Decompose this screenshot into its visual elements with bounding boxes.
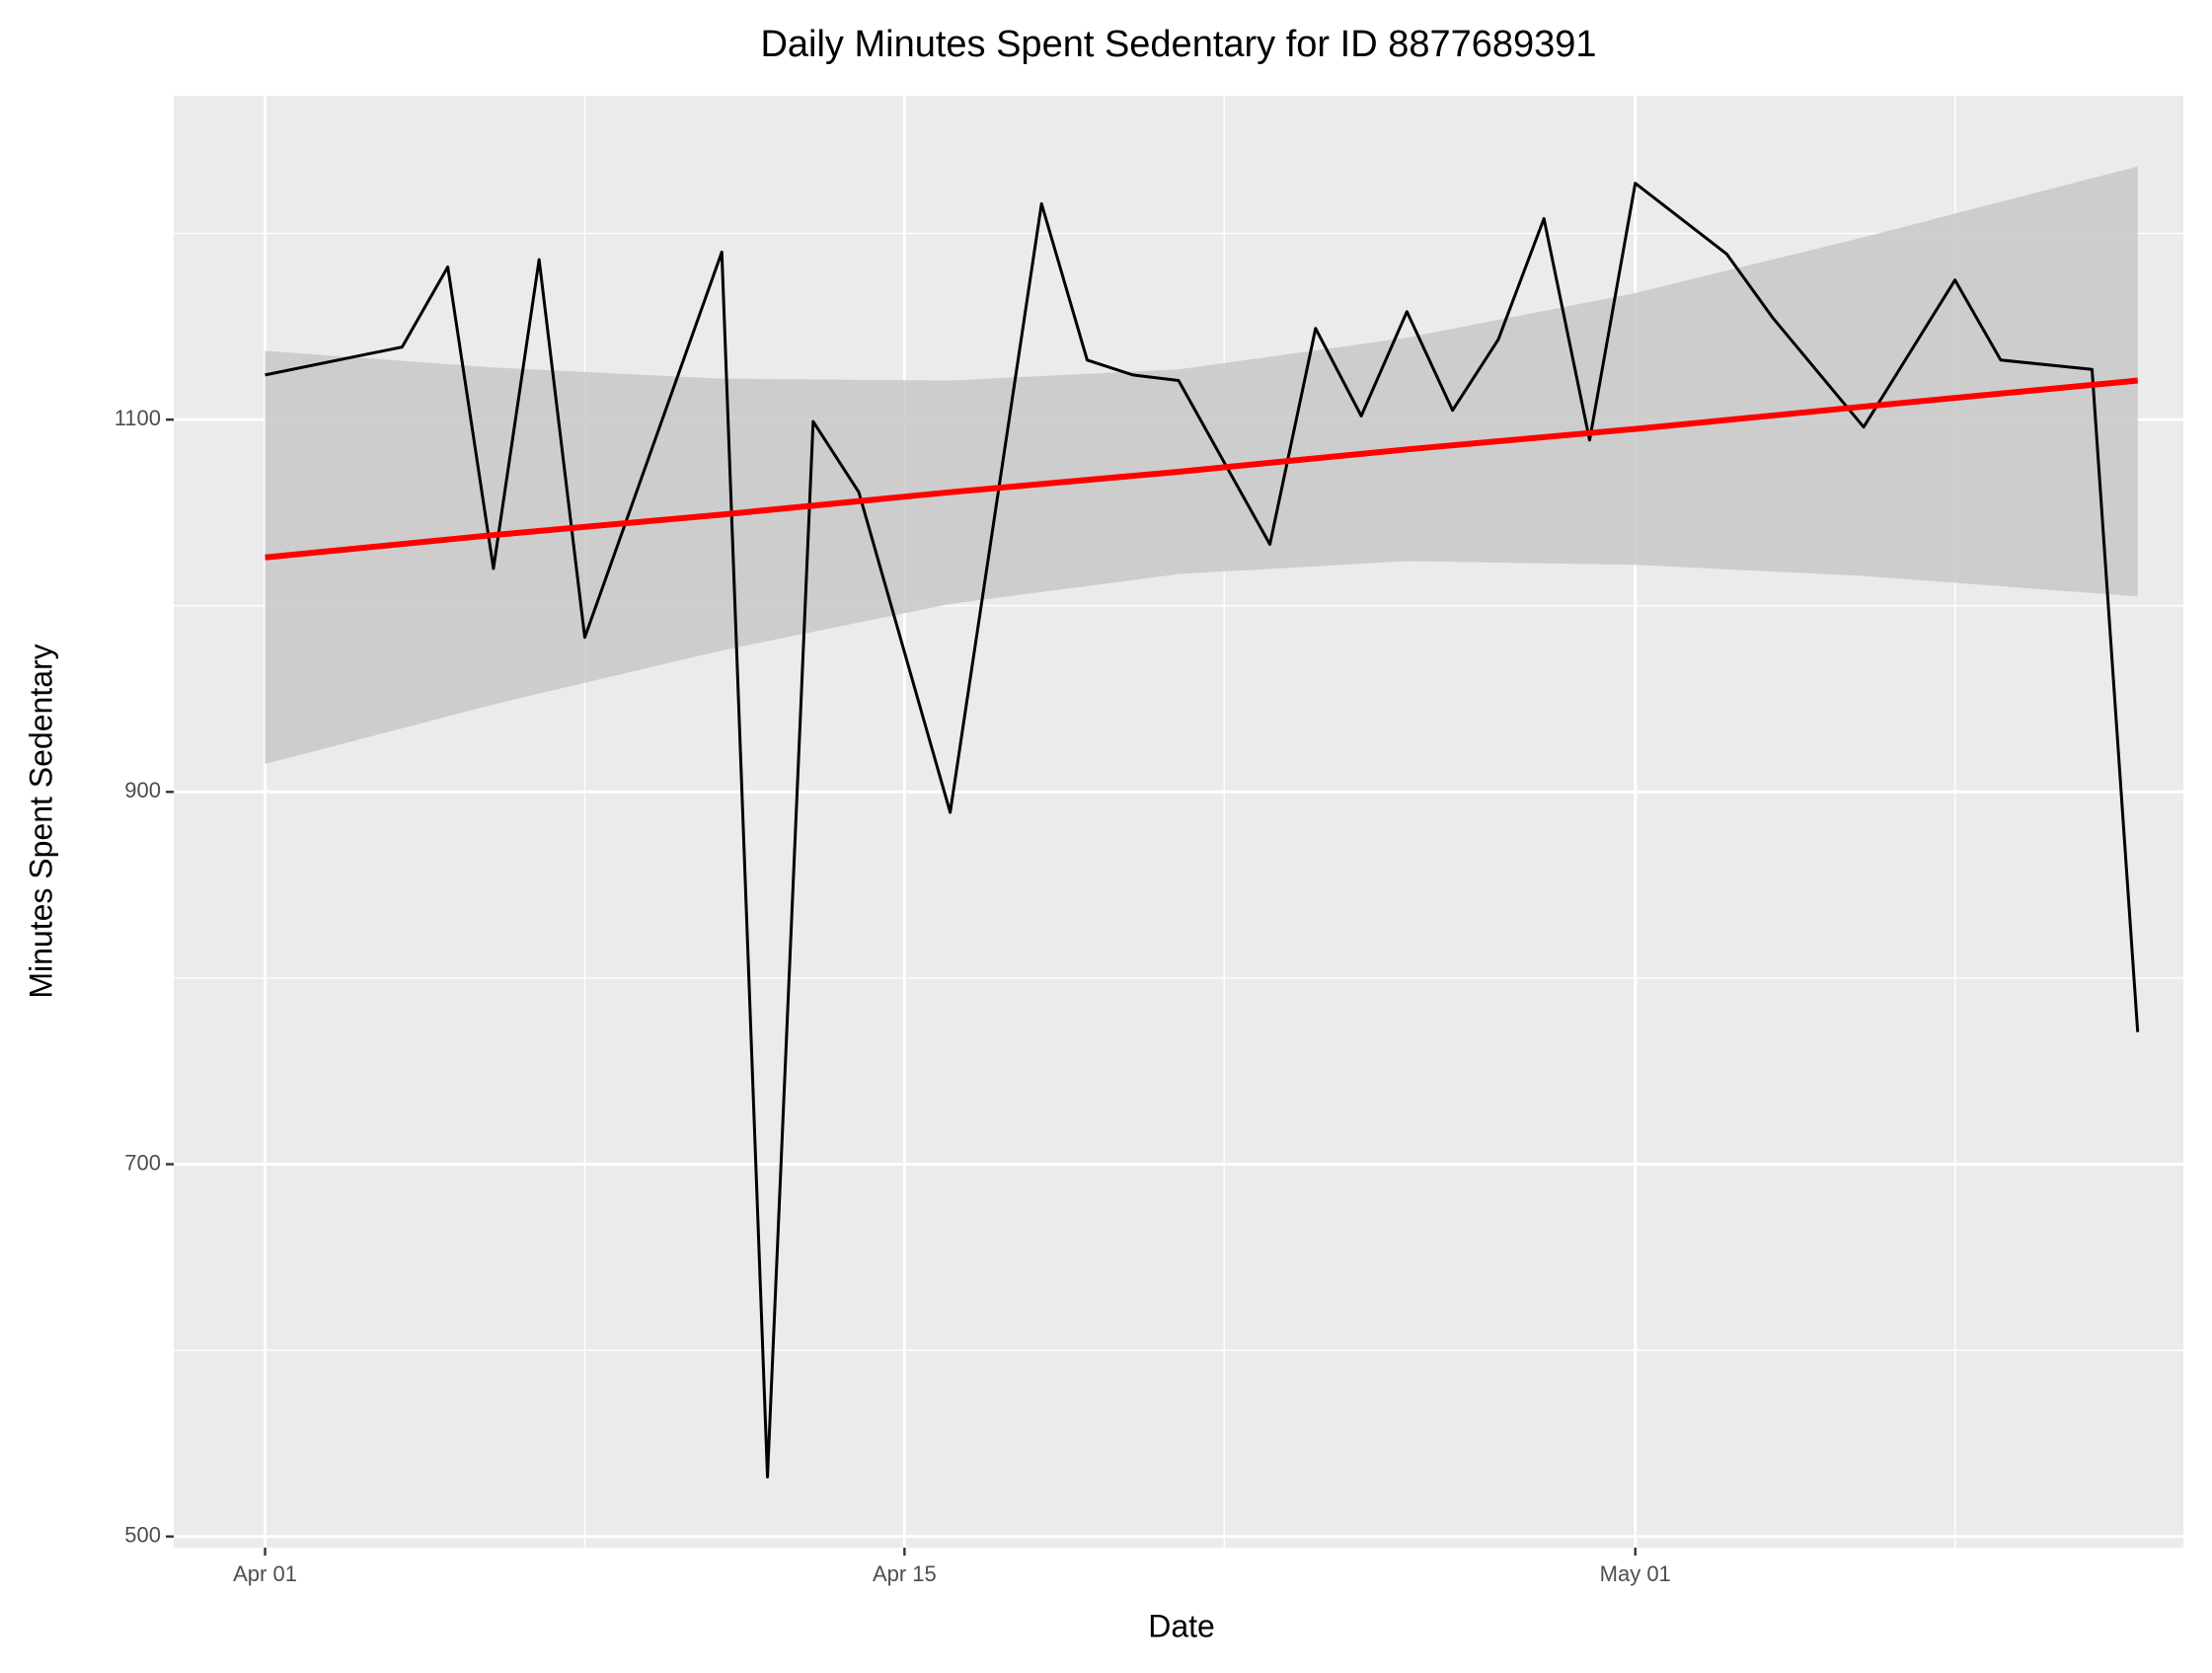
y-tick-label: 500 [124, 1522, 161, 1547]
x-tick-label: May 01 [1600, 1561, 1671, 1586]
y-tick-label: 1100 [114, 406, 161, 430]
y-tick-label: 700 [124, 1150, 161, 1175]
x-tick-label: Apr 01 [233, 1561, 297, 1586]
chart-title: Daily Minutes Spent Sedentary for ID 887… [760, 24, 1596, 65]
data-line [265, 182, 2140, 1479]
trend-line [265, 377, 2139, 561]
confidence-band [265, 166, 2138, 765]
y-axis-title: Minutes Spent Sedentary [23, 644, 58, 998]
x-tick-label: Apr 15 [873, 1561, 937, 1586]
y-tick-label: 900 [124, 778, 161, 802]
x-axis-title: Date [1148, 1608, 1215, 1643]
